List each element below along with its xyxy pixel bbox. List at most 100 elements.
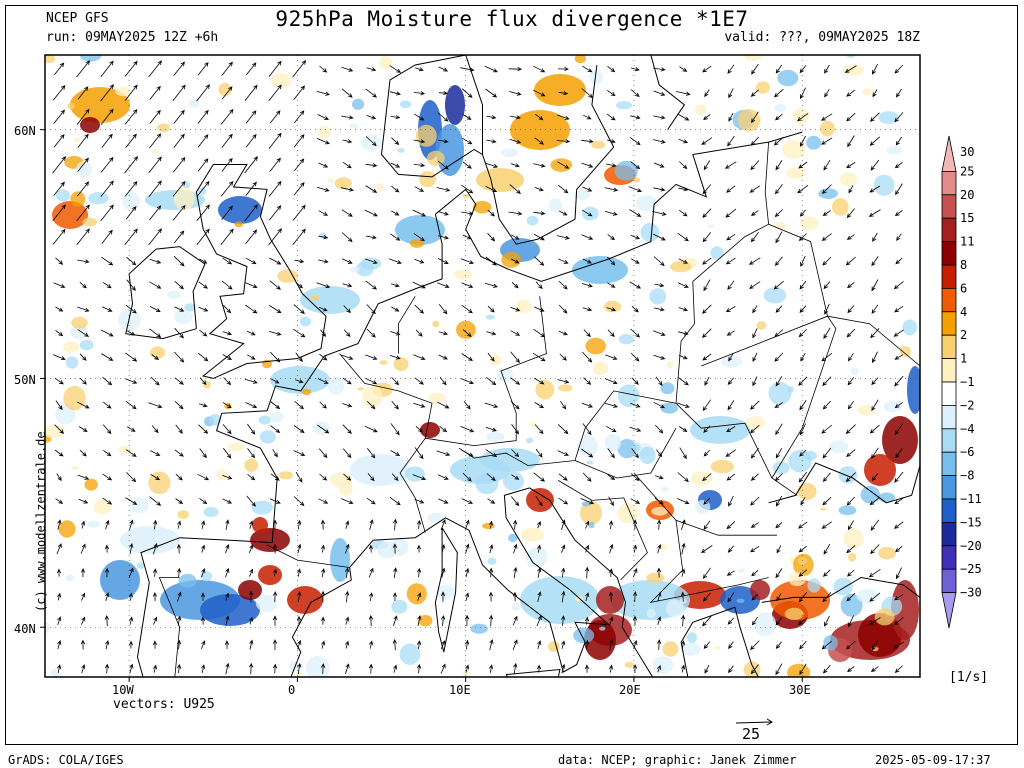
- wind-vector: [152, 542, 158, 555]
- wind-vector: [462, 234, 472, 240]
- wind-vector: [868, 569, 881, 578]
- divergence-patch: [427, 392, 446, 404]
- colorbar-cell: [941, 194, 957, 219]
- wind-vector: [441, 567, 446, 578]
- wind-vector: [54, 449, 64, 457]
- wind-vector: [678, 354, 688, 360]
- divergence-patch: [255, 594, 278, 612]
- wind-vector: [53, 282, 66, 288]
- wind-vector: [725, 208, 737, 218]
- colorbar-label: 20: [960, 188, 974, 202]
- wind-vector: [821, 640, 832, 650]
- divergence-patch: [750, 580, 770, 600]
- wind-vector: [631, 305, 639, 313]
- divergence-patch: [120, 526, 180, 554]
- wind-vector: [53, 62, 65, 76]
- wind-vector: [461, 353, 473, 362]
- wind-vector: [847, 615, 854, 628]
- divergence-patch: [633, 177, 640, 183]
- divergence-patch: [788, 449, 812, 473]
- wind-vector: [79, 449, 87, 457]
- wind-vector: [148, 156, 162, 174]
- wind-vector: [465, 592, 470, 601]
- wind-vector: [342, 424, 352, 434]
- wind-vector: [750, 136, 759, 146]
- coastline: [349, 487, 759, 677]
- colorbar-label: −15: [960, 515, 982, 529]
- wind-vector: [198, 352, 209, 362]
- wind-vector: [174, 351, 185, 363]
- wind-vector: [893, 616, 904, 626]
- wind-vector: [440, 640, 446, 650]
- wind-vector: [606, 163, 617, 168]
- wind-vector: [149, 281, 162, 289]
- wind-vector: [173, 255, 185, 267]
- wind-vector: [101, 229, 113, 244]
- divergence-patch: [327, 376, 345, 395]
- divergence-patch: [299, 316, 312, 327]
- wind-vector: [508, 211, 523, 216]
- wind-vector: [489, 639, 494, 651]
- wind-vector: [100, 329, 114, 337]
- wind-vector: [366, 328, 376, 338]
- wind-vector: [893, 281, 904, 290]
- wind-vector: [822, 664, 831, 674]
- wind-vector: [657, 616, 662, 626]
- divergence-patch: [259, 430, 276, 444]
- wind-vector: [272, 568, 278, 577]
- valid-time: valid: ???, 09MAY2025 18Z: [724, 30, 920, 45]
- country-border: [768, 223, 837, 479]
- wind-vector: [679, 161, 688, 170]
- lat-label: 40N: [14, 622, 36, 636]
- divergence-patch: [753, 612, 777, 637]
- wind-vector: [556, 235, 570, 240]
- divergence-patch: [526, 547, 548, 568]
- wind-vector: [750, 232, 759, 243]
- divergence-patch: [118, 308, 141, 332]
- wind-vector: [341, 209, 353, 217]
- wind-vector: [894, 305, 904, 313]
- divergence-patch: [45, 55, 56, 64]
- wind-vector: [895, 88, 902, 98]
- wind-vector: [893, 641, 905, 649]
- wind-vector: [392, 543, 398, 554]
- wind-vector: [871, 377, 879, 386]
- wind-vector: [201, 664, 206, 673]
- wind-vector: [413, 91, 426, 96]
- colorbar-label: 1: [960, 352, 967, 366]
- divergence-patch: [88, 192, 109, 205]
- wind-vector: [846, 592, 856, 602]
- wind-vector: [77, 474, 90, 480]
- wind-vector: [273, 591, 278, 603]
- wind-vector: [81, 592, 86, 601]
- wind-vector: [297, 662, 302, 675]
- wind-vector: [631, 448, 639, 459]
- divergence-patch: [856, 588, 880, 604]
- wind-vector: [126, 426, 136, 432]
- wind-vector: [465, 519, 470, 530]
- wind-vector: [221, 205, 233, 220]
- divergence-patch: [399, 643, 421, 665]
- coastline: [434, 527, 458, 653]
- wind-vector: [77, 157, 89, 172]
- divergence-patch: [355, 261, 374, 277]
- wind-vector: [845, 256, 856, 266]
- divergence-patch: [520, 576, 600, 624]
- wind-vector: [486, 473, 496, 481]
- wind-vector: [800, 87, 806, 100]
- wind-vector: [581, 234, 594, 240]
- wind-vector: [245, 181, 257, 196]
- wind-vector: [510, 306, 521, 312]
- wind-vector: [511, 424, 520, 435]
- wind-vector: [125, 206, 137, 220]
- wind-vector: [535, 113, 544, 121]
- wind-vector: [725, 257, 736, 265]
- wind-vector: [341, 66, 354, 72]
- wind-vector: [365, 163, 378, 168]
- wind-vector: [798, 521, 808, 529]
- wind-vector: [440, 519, 446, 531]
- divergence-patch: [737, 108, 761, 132]
- wind-vector: [821, 424, 833, 434]
- wind-vector: [102, 497, 113, 505]
- wind-vector: [700, 545, 713, 554]
